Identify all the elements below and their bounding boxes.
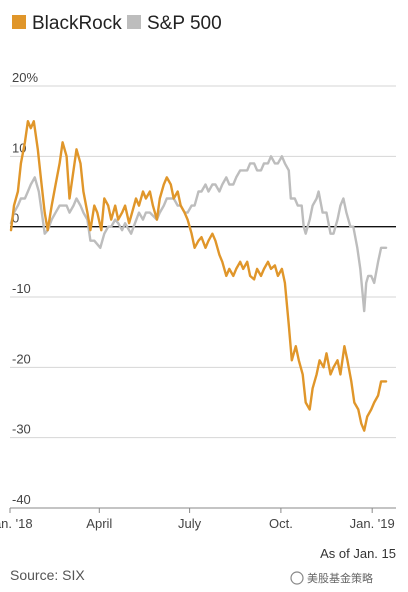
watermark: 美股基金策略 [290,571,373,585]
legend: BlackRock S&P 500 [12,13,222,34]
as-of-note: As of Jan. 15 [320,546,396,561]
legend-swatch-blackrock [12,15,26,29]
x-tick-label: Jan. '19 [350,516,395,531]
series-line-blackrock [9,120,388,432]
legend-swatch-sp500 [127,15,141,29]
x-tick-label: July [178,516,202,531]
legend-label-sp500: S&P 500 [147,13,222,34]
watermark-text: 美股基金策略 [307,571,373,585]
series-lines [9,120,388,432]
legend-label-blackrock: BlackRock [32,13,122,34]
gridlines [10,85,396,509]
y-tick-label: 20% [12,70,38,85]
y-tick-label: -40 [12,492,31,507]
x-tick-label: April [86,516,112,531]
wechat-icon [290,571,304,585]
y-tick-label: -10 [12,281,31,296]
x-axis: Jan. '18 April July Oct. Jan. '19 [0,507,396,531]
legend-item-blackrock: BlackRock [12,13,122,34]
y-tick-label: 0 [12,211,19,226]
source-note: Source: SIX [10,567,85,583]
legend-item-sp500: S&P 500 [127,13,222,34]
y-tick-label: -20 [12,351,31,366]
y-tick-label: -30 [12,422,31,437]
series-line-s-p-500 [9,155,388,313]
x-tick-label: Oct. [269,516,293,531]
x-tick-label: Jan. '18 [0,516,33,531]
